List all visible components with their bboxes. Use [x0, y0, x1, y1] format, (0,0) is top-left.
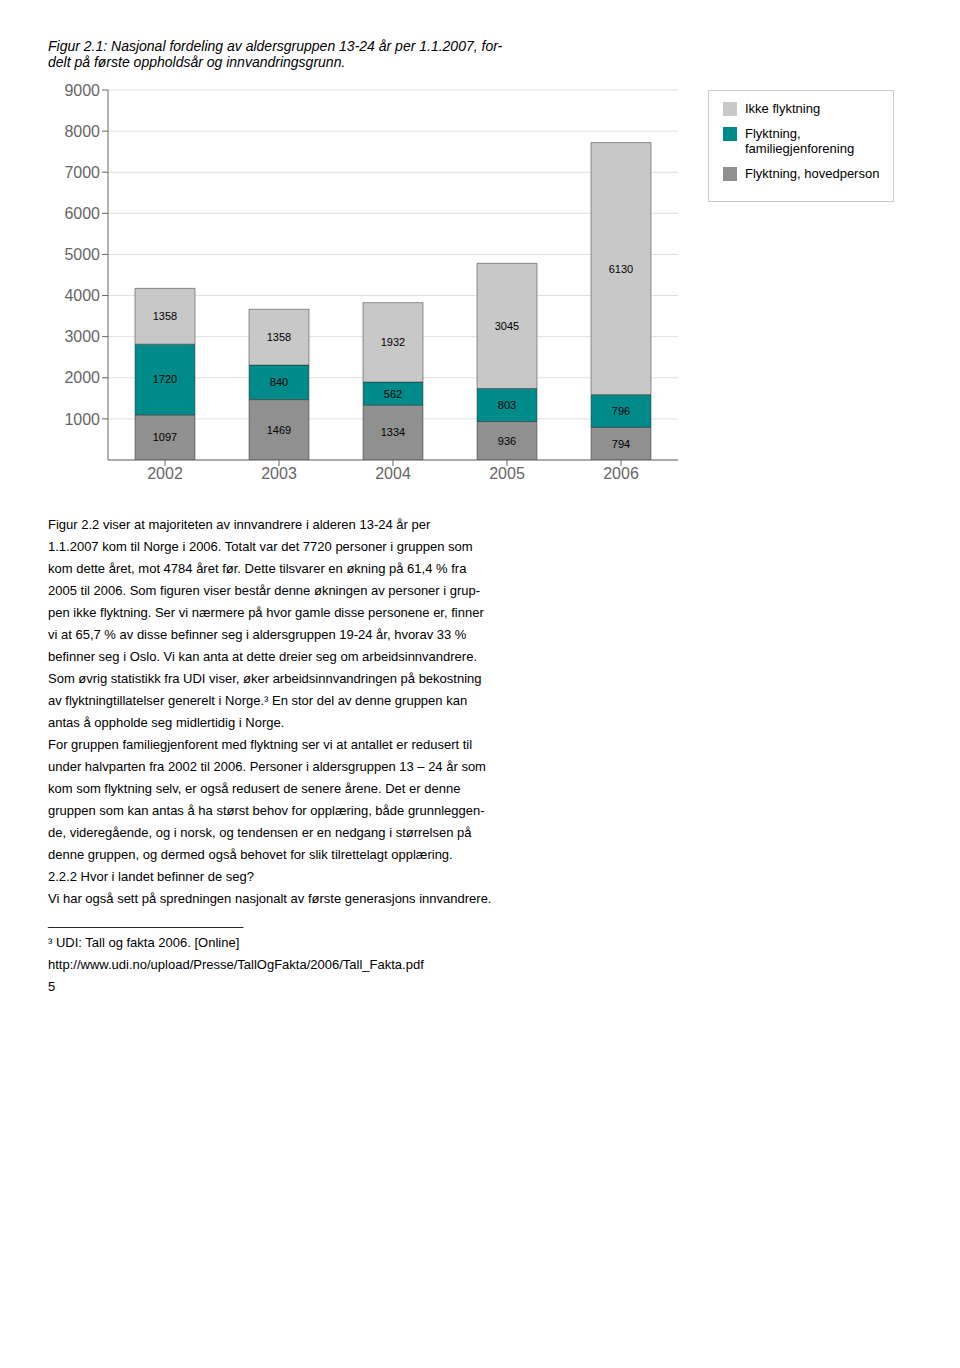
svg-text:936: 936 — [498, 435, 516, 447]
svg-text:794: 794 — [612, 438, 630, 450]
svg-text:3000: 3000 — [64, 328, 100, 345]
svg-text:6130: 6130 — [609, 263, 633, 275]
svg-text:8000: 8000 — [64, 123, 100, 140]
html-text:under halvparten fra 2002 til: under halvparten fra 2002 til 2006. Pers… — [48, 759, 486, 774]
svg-text:5000: 5000 — [64, 246, 100, 263]
svg-text:2002: 2002 — [147, 465, 183, 482]
html-text:pen ikke flyktning. Ser vi nær: pen ikke flyktning. Ser vi nærmere på hv… — [48, 605, 484, 620]
html-text:2.2.2 Hvor i landet befinner d: 2.2.2 Hvor i landet befinner de seg? — [48, 869, 254, 884]
html-text:antas å oppholde seg midlertid: antas å oppholde seg midlertidig i Norge… — [48, 715, 285, 730]
svg-text:2003: 2003 — [261, 465, 297, 482]
svg-text:2005: 2005 — [489, 465, 525, 482]
svg-text:1358: 1358 — [267, 331, 291, 343]
svg-text:2004: 2004 — [375, 465, 411, 482]
svg-text:7000: 7000 — [64, 164, 100, 181]
html-text:For gruppen familiegjenforent: For gruppen familiegjenforent med flyktn… — [48, 737, 473, 752]
html-text:Flyktning, familiegjenforening: Flyktning, familiegjenforening — [745, 126, 855, 156]
html-text:Som øvrig statistikk fra UDI v: Som øvrig statistikk fra UDI viser, øker… — [48, 671, 482, 686]
svg-text:1469: 1469 — [267, 424, 291, 436]
html-text:denne gruppen, og dermed også: denne gruppen, og dermed også behovet fo… — [48, 847, 453, 862]
html-text:delt på første oppholdsår og i: delt på første oppholdsår og innvandring… — [48, 54, 346, 70]
html-text:de, videregående, og i norsk,: de, videregående, og i norsk, og tendens… — [48, 825, 472, 840]
html-text:befinner seg i Oslo. Vi kan an: befinner seg i Oslo. Vi kan anta at dett… — [48, 649, 477, 664]
svg-text:1358: 1358 — [153, 310, 177, 322]
html-text:Vi har også sett på spredninge: Vi har også sett på spredningen nasjonal… — [48, 891, 492, 906]
svg-text:1097: 1097 — [153, 431, 177, 443]
html-text:³ UDI: Tall og fakta 2006. [On: ³ UDI: Tall og fakta 2006. [Online] — [48, 935, 240, 950]
svg-text:2006: 2006 — [603, 465, 639, 482]
html-text:Figur 2.1: Nasjonal fordeling: Figur 2.1: Nasjonal fordeling av aldersg… — [48, 38, 503, 54]
html-text:kom som flyktning selv, er ogs: kom som flyktning selv, er også redusert… — [48, 781, 461, 796]
html-text:Ikke flyktning: Ikke flyktning — [745, 101, 821, 116]
html-text:http://www.udi.no/upload/Press: http://www.udi.no/upload/Presse/TallOgFa… — [48, 957, 424, 972]
svg-text:796: 796 — [612, 405, 630, 417]
svg-text:1334: 1334 — [381, 426, 405, 438]
html-text:1.1.2007 kom til Norge i 2006.: 1.1.2007 kom til Norge i 2006. Totalt va… — [48, 539, 473, 554]
svg-text:3045: 3045 — [495, 320, 519, 332]
svg-text:9000: 9000 — [64, 82, 100, 99]
html-text:vi at 65,7 % av disse befinner: vi at 65,7 % av disse befinner seg i ald… — [48, 627, 467, 642]
html-text:2005 til 2006. Som figuren vis: 2005 til 2006. Som figuren viser består … — [48, 583, 481, 598]
html-text:gruppen som kan antas å ha stø: gruppen som kan antas å ha størst behov … — [48, 803, 485, 818]
html-text:kom dette året, mot 4784 året: kom dette året, mot 4784 året før. Dette… — [48, 561, 467, 576]
svg-text:803: 803 — [498, 399, 516, 411]
svg-text:2000: 2000 — [64, 369, 100, 386]
svg-text:4000: 4000 — [64, 287, 100, 304]
svg-text:840: 840 — [270, 376, 288, 388]
svg-text:562: 562 — [384, 388, 402, 400]
html-text:5: 5 — [48, 979, 56, 994]
html-text:av flyktningtillatelser genere: av flyktningtillatelser generelt i Norge… — [48, 693, 468, 708]
svg-text:6000: 6000 — [64, 205, 100, 222]
html-text:Flyktning, hovedperson: Flyktning, hovedperson — [745, 166, 880, 181]
html-text:Figur 2.2 viser at majoriteten: Figur 2.2 viser at majoriteten av innvan… — [48, 517, 431, 532]
svg-text:1932: 1932 — [381, 336, 405, 348]
svg-text:1000: 1000 — [64, 411, 100, 428]
svg-text:1720: 1720 — [153, 373, 177, 385]
